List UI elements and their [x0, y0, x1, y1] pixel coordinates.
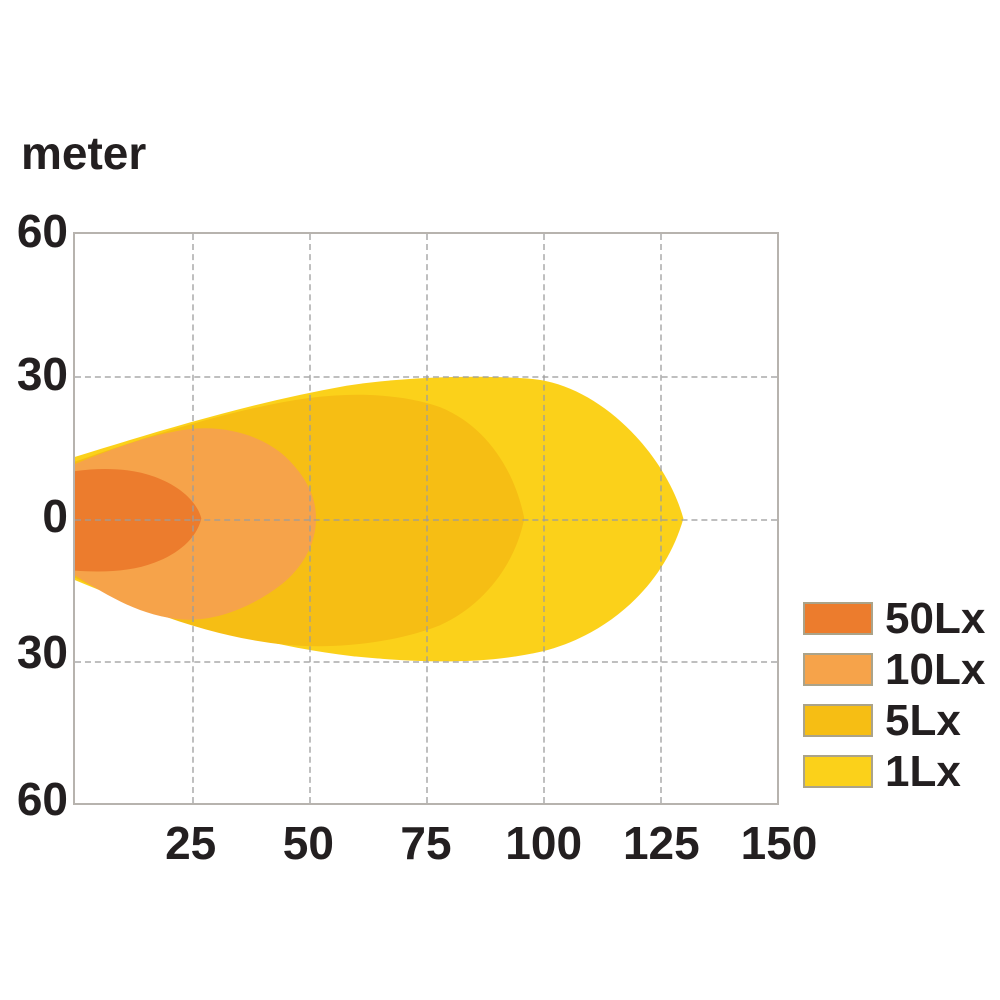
legend-label-5lx: 5Lx — [885, 695, 961, 745]
x-tick-label-50: 50 — [282, 817, 334, 869]
legend-label-10lx: 10Lx — [885, 644, 986, 694]
legend: 50Lx 10Lx 5Lx 1Lx — [803, 596, 985, 806]
legend-item-5lx: 5Lx — [803, 698, 985, 742]
plot-area — [73, 232, 779, 805]
legend-label-1lx: 1Lx — [885, 746, 961, 796]
y-tick-label-30-bottom: 30 — [16, 626, 68, 678]
x-axis: 25 50 75 100 125 150 — [73, 817, 817, 870]
legend-item-50lx: 50Lx — [803, 596, 985, 640]
legend-swatch-1lx — [803, 755, 873, 788]
y-tick-label-60-top: 60 — [16, 205, 68, 257]
x-tick-label-100: 100 — [505, 817, 583, 869]
x-tick-label-125: 125 — [622, 817, 700, 869]
y-tick-label-30-top: 30 — [16, 348, 68, 400]
legend-swatch-10lx — [803, 653, 873, 686]
x-tick-label-75: 75 — [400, 817, 452, 869]
legend-label-50lx: 50Lx — [885, 593, 986, 643]
legend-swatch-5lx — [803, 704, 873, 737]
x-tick-label-150: 150 — [740, 817, 818, 869]
legend-swatch-50lx — [803, 602, 873, 635]
y-tick-label-0: 0 — [42, 490, 68, 542]
gridline-y-plus30 — [75, 376, 777, 379]
y-tick-label-60-bottom: 60 — [16, 773, 68, 825]
legend-item-10lx: 10Lx — [803, 647, 985, 691]
y-axis-title: meter — [21, 127, 147, 179]
x-tick-label-25: 25 — [165, 817, 217, 869]
gridline-y-0 — [75, 518, 777, 521]
gridline-y-minus30 — [75, 660, 777, 663]
legend-item-1lx: 1Lx — [803, 749, 985, 793]
